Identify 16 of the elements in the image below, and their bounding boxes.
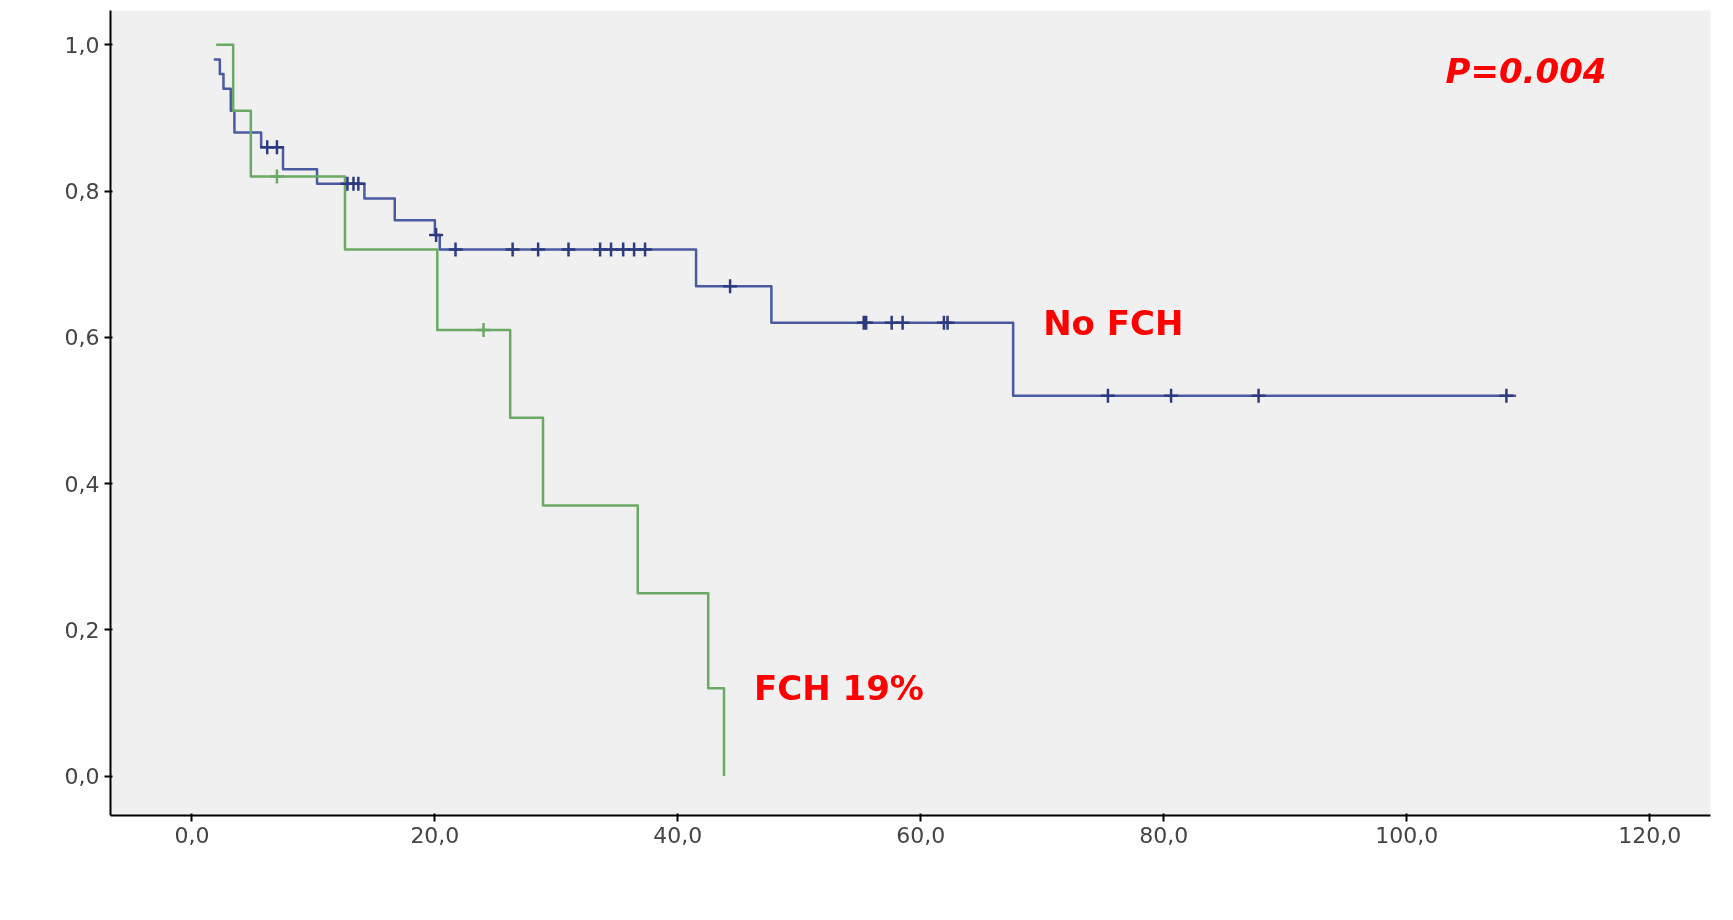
x-tick-label: 20,0 [410,822,460,848]
series-label: FCH 19% [754,668,924,709]
x-tick-label: 100,0 [1375,822,1439,848]
x-tick-label: 60,0 [896,822,946,848]
x-tick-label: 120,0 [1618,822,1682,848]
y-tick-label: 0,8 [64,179,100,205]
annotation: P=0.004 [1445,50,1607,91]
y-tick-label: 0,6 [64,325,100,351]
x-tick-label: 80,0 [1139,822,1189,848]
x-tick-label: 40,0 [653,822,703,848]
y-tick-label: 1,0 [64,32,100,58]
x-tick-label: 0,0 [174,822,210,848]
y-tick-label: 0,4 [64,471,100,497]
y-tick-label: 0,0 [64,764,100,790]
y-tick-label: 0,2 [64,617,100,643]
series-label: No FCH [1043,302,1184,343]
